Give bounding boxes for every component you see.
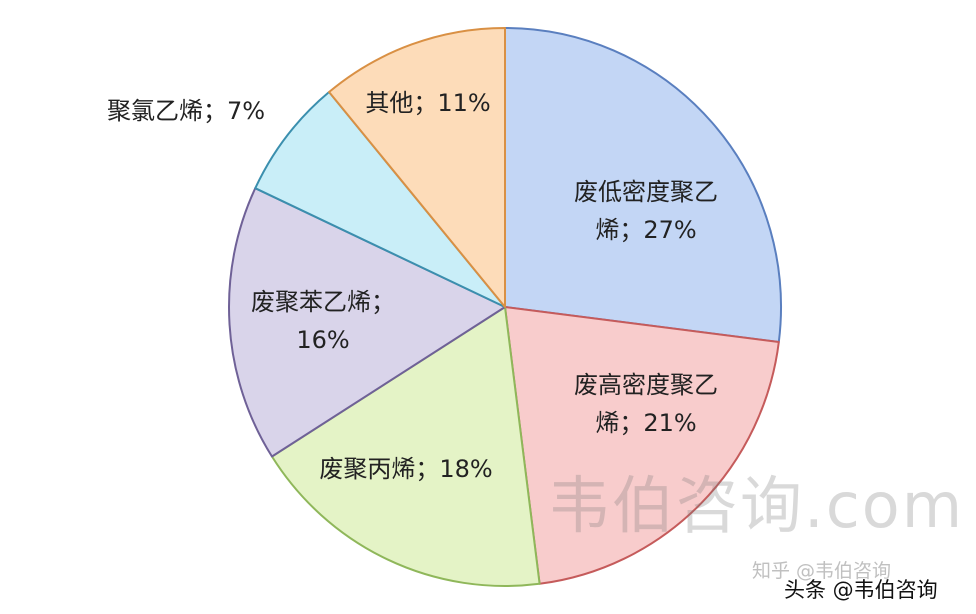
pie-slice [254, 91, 506, 308]
slice-label: 废高密度聚乙烯；21% [574, 371, 718, 437]
pie-slice [504, 27, 782, 343]
watermark-toutiao: 头条 @韦伯咨询 [784, 578, 938, 602]
slice-label: 聚氯乙烯；7% [107, 97, 265, 125]
pie-slice [228, 187, 506, 458]
watermark-main: 韦伯咨询.com [548, 469, 965, 542]
pie-slice [328, 27, 506, 308]
pie-slice [504, 306, 780, 585]
watermark-zhihu: 知乎 @韦伯咨询 [752, 560, 892, 582]
slice-label: 废低密度聚乙烯；27% [574, 178, 718, 244]
slice-label: 其他；11% [365, 89, 490, 117]
slice-label: 废聚苯乙烯； 16% [251, 288, 395, 354]
slice-label: 废聚丙烯；18% [319, 455, 492, 483]
pie-slice [270, 306, 541, 587]
